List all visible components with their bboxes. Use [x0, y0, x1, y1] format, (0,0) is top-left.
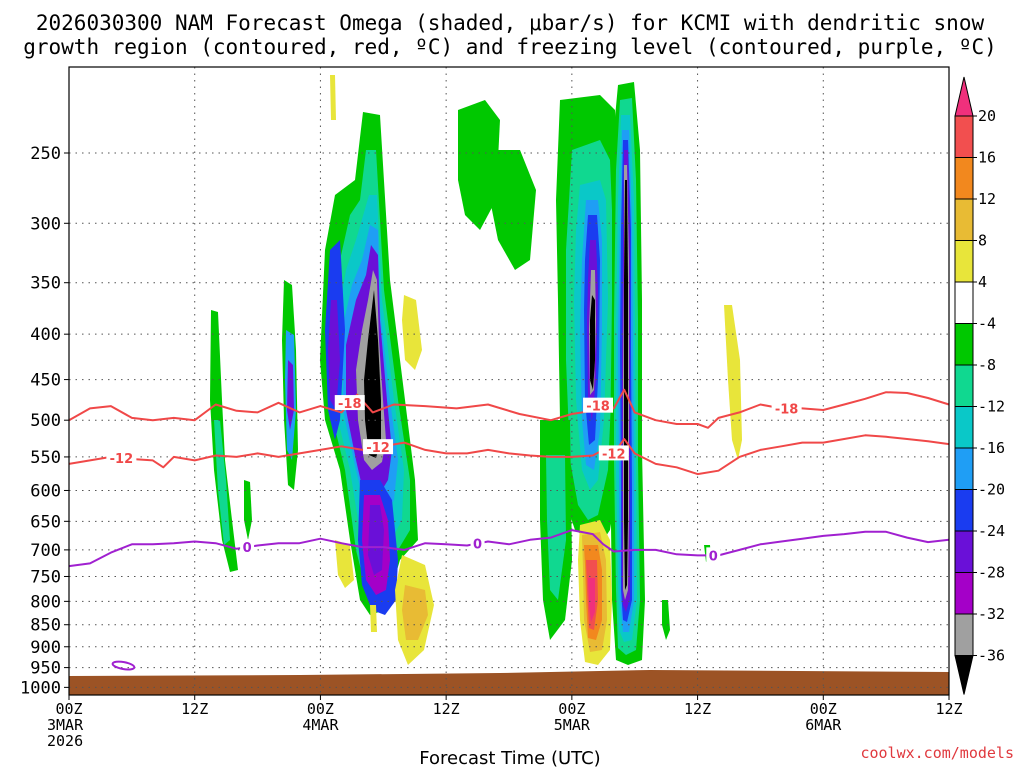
colorbar-label: -12	[978, 398, 1005, 416]
x-tick-label: 00Z	[558, 700, 585, 718]
colorbar-swatch	[954, 406, 974, 449]
chart-title-line-2: growth region (contoured, red, ºC) and f…	[23, 35, 997, 59]
y-tick-label: 600	[30, 481, 61, 501]
x-tick-label: 5MAR	[554, 716, 591, 734]
contour-label: -12	[602, 447, 626, 462]
colorbar-label: -28	[978, 564, 1005, 582]
contour-label: -18	[775, 402, 799, 417]
y-tick-label: 450	[30, 371, 61, 391]
colorbar-swatch	[954, 198, 974, 241]
y-tick-label: 350	[30, 274, 61, 294]
contour-label: -12	[366, 441, 390, 456]
y-tick-label: 900	[30, 638, 61, 658]
colorbar-label: -24	[978, 522, 1005, 540]
colorbar-label: -20	[978, 481, 1005, 499]
contour-line-0	[68, 529, 950, 568]
colorbar-label: 16	[978, 149, 996, 167]
chart-title-line-1: 2026030300 NAM Forecast Omega (shaded, μ…	[36, 11, 985, 35]
colorbar-label: 12	[978, 190, 996, 208]
y-tick-label: 700	[30, 541, 61, 561]
contour-label: 0	[473, 537, 482, 552]
y-tick-label: 850	[30, 616, 61, 636]
colorbar-swatch	[954, 572, 974, 615]
colorbar-swatch	[954, 240, 974, 283]
x-tick-label: 12Z	[433, 700, 460, 718]
x-tick-label: 12Z	[935, 700, 962, 718]
colorbar-label: 20	[978, 107, 996, 125]
contour-label-bg	[106, 449, 137, 465]
colorbar-swatch	[954, 447, 974, 490]
x-tick-label: 12Z	[181, 700, 208, 718]
colorbar-swatch	[954, 115, 974, 158]
y-tick-label: 650	[30, 512, 61, 532]
y-tick-label: 250	[30, 144, 61, 164]
y-tick-label: 500	[30, 411, 61, 431]
contour-label: -12	[110, 452, 134, 467]
plot-frame	[68, 66, 950, 696]
contour-label: 0	[709, 549, 718, 564]
colorbar-swatch	[954, 323, 974, 366]
y-tick-label: 550	[30, 448, 61, 468]
y-axis-pressure: 2503003504004505005506006507007508008509…	[20, 67, 70, 698]
contour-label-bg	[598, 445, 629, 461]
contour-line--12	[68, 434, 950, 476]
colorbar-label: -16	[978, 439, 1005, 457]
omega-weak-upward-cells	[210, 100, 711, 640]
colorbar-swatch	[954, 530, 974, 573]
plot-area: -18 -18 -18 -12 -12 -12 0 0 0 250 300 350 400 450 500…	[20, 66, 963, 750]
grid-lines	[69, 67, 949, 695]
y-tick-label: 950	[30, 659, 61, 679]
colorbar-label: -32	[978, 605, 1005, 623]
colorbar-swatch	[954, 489, 974, 532]
x-axis-title: Forecast Time (UTC)	[419, 748, 600, 768]
colorbar-label: -4	[978, 315, 996, 333]
freezing-level-closed-contour	[111, 660, 136, 671]
contour-label-bg	[583, 397, 614, 413]
credit-text: coolwx.com/models	[860, 744, 1014, 762]
temperature-contours: -18 -18 -18 -12 -12 -12 0 0 0	[68, 388, 950, 671]
colorbar-label: -8	[978, 356, 996, 374]
y-tick-label: 300	[30, 214, 61, 234]
y-tick-label: 800	[30, 592, 61, 612]
y-tick-label: 750	[30, 567, 61, 587]
x-tick-label: 3MAR	[47, 716, 84, 734]
contour-label-bg	[363, 439, 394, 455]
y-tick-label: 400	[30, 325, 61, 345]
x-tick-label: 4MAR	[302, 716, 339, 734]
colorbar-swatch	[954, 613, 974, 656]
contour-label: 0	[243, 541, 252, 556]
contour-label-bg	[470, 535, 485, 551]
colorbar-legend: 20 16 12 8 4 -4 -8 -12 -16 -20 -24 -28 -32 -36	[954, 76, 1005, 695]
omega-downward-cells	[330, 75, 742, 665]
colorbar-swatch	[954, 364, 974, 407]
colorbar-label: -36	[978, 647, 1005, 665]
contour-label-bg	[240, 539, 255, 555]
x-tick-label: 6MAR	[805, 716, 842, 734]
ground-surface	[69, 670, 949, 695]
x-tick-label: 00Z	[307, 700, 334, 718]
x-tick-label: 00Z	[55, 700, 82, 718]
contour-label-bg	[771, 400, 802, 416]
y-tick-label: 1000	[20, 678, 61, 698]
x-tick-label: 2026	[47, 732, 83, 750]
colorbar-swatch-bottom	[954, 655, 974, 695]
x-tick-label: 12Z	[684, 700, 711, 718]
colorbar-swatch	[954, 157, 974, 200]
contour-label-bg	[334, 395, 365, 411]
contour-label-bg	[706, 547, 721, 563]
contour-label: -18	[586, 400, 610, 415]
x-tick-label: 00Z	[810, 700, 837, 718]
colorbar-label: 8	[978, 232, 987, 250]
contour-label: -18	[338, 397, 362, 412]
colorbar-label: 4	[978, 273, 987, 291]
colorbar-swatch	[954, 281, 974, 324]
